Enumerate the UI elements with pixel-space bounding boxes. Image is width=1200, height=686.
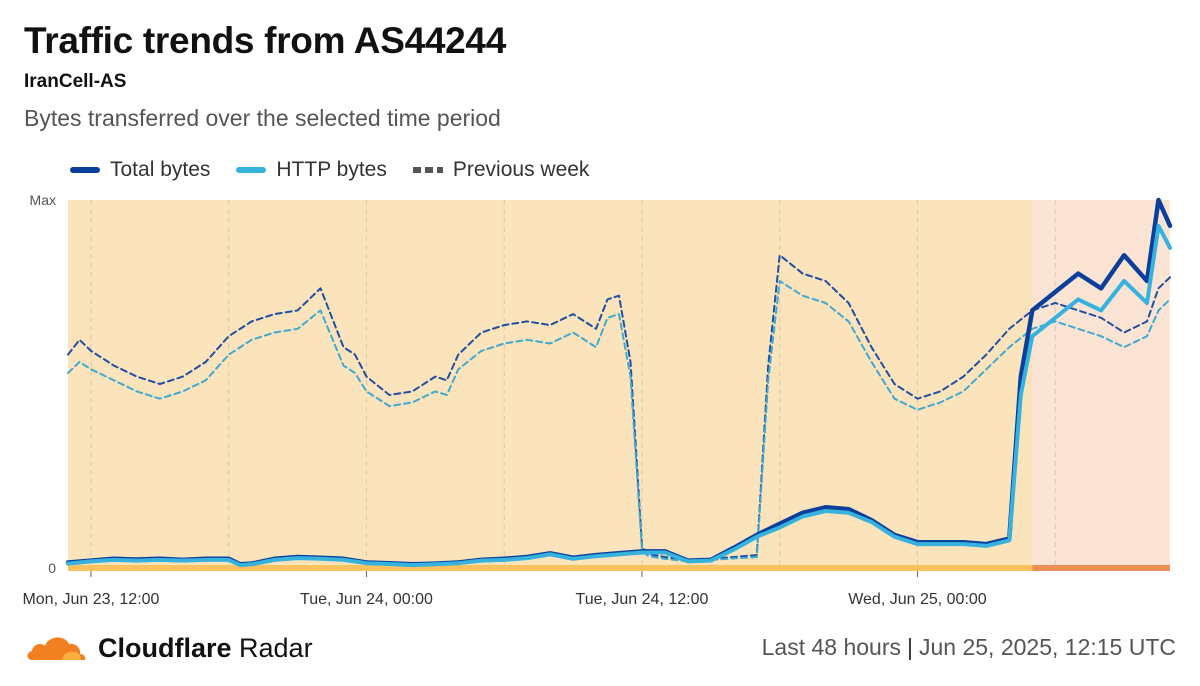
plot-background xyxy=(68,200,1170,568)
footer-time-range: Last 48 hours | Jun 25, 2025, 12:15 UTC xyxy=(762,634,1176,661)
legend-swatch-http-icon xyxy=(236,167,267,173)
gridlines xyxy=(90,200,1056,565)
bottom-band xyxy=(68,565,1033,571)
legend: Total bytes HTTP bytes Previous week xyxy=(70,158,589,182)
y-tick-zero: 0 xyxy=(48,560,56,576)
x-tick-label: Mon, Jun 23, 12:00 xyxy=(22,591,159,608)
series-http-bytes xyxy=(66,223,1172,568)
y-tick-max: Max xyxy=(30,192,56,208)
traffic-chart: Max 0 Mon, Jun 23, 12:00 Tue, Jun 24, 00:00… xyxy=(22,192,1173,608)
series-previous-week-http xyxy=(67,280,1171,563)
legend-label-total-bytes: Total bytes xyxy=(110,158,211,181)
timestamp-label: Jun 25, 2025, 12:15 UTC xyxy=(919,634,1176,660)
x-tick-label: Tue, Jun 24, 00:00 xyxy=(300,591,433,608)
legend-swatch-dashed-icon xyxy=(412,167,443,173)
asn-name: IranCell-AS xyxy=(24,71,127,92)
cloudflare-cloud-icon xyxy=(27,637,86,660)
series-layer xyxy=(65,197,1173,568)
legend-swatch-total-icon xyxy=(70,167,100,173)
cloudflare-radar-logo[interactable]: Cloudflare Radar xyxy=(24,630,313,666)
time-range-label: Last 48 hours xyxy=(761,634,902,660)
legend-item-total-bytes[interactable]: Total bytes xyxy=(70,158,210,182)
axis-layer: Max 0 Mon, Jun 23, 12:00 Tue, Jun 24, 00:00… xyxy=(22,192,986,608)
footer-separator: | xyxy=(907,634,913,660)
legend-item-previous-week[interactable]: Previous week xyxy=(412,158,590,182)
legend-label-previous-week: Previous week xyxy=(452,158,590,181)
bottom-band-highlight xyxy=(1032,565,1170,571)
chart-title: Traffic trends from AS44244 xyxy=(24,20,506,61)
series-previous-week-total xyxy=(67,254,1171,562)
x-tick-label: Wed, Jun 25, 00:00 xyxy=(848,591,987,608)
legend-label-http-bytes: HTTP bytes xyxy=(276,158,387,181)
x-tick-label: Tue, Jun 24, 12:00 xyxy=(576,591,709,608)
brand-radar: Radar xyxy=(231,632,313,663)
legend-item-http-bytes[interactable]: HTTP bytes xyxy=(236,158,387,182)
brand-cloudflare: Cloudflare xyxy=(98,632,232,663)
brand-name: Cloudflare Radar xyxy=(98,633,313,664)
chart-description: Bytes transferred over the selected time… xyxy=(24,105,501,131)
